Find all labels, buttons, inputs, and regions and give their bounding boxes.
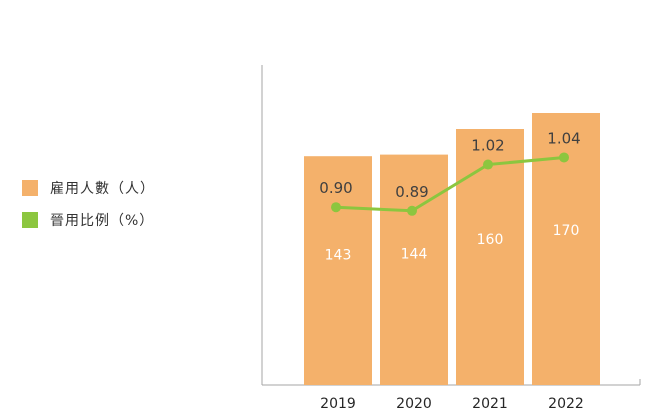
line-point-2019 [331, 202, 341, 213]
line-value-label: 1.04 [547, 129, 580, 147]
line-point-2022 [559, 152, 569, 163]
line-point-2020 [407, 205, 417, 216]
line-value-label: 0.89 [395, 183, 428, 201]
legend-item-employees: 雇用人數（人） [22, 178, 155, 198]
x-tick-label: 2021 [472, 396, 508, 412]
legend-item-ratio: 晉用比例（%） [22, 210, 155, 230]
x-tick-label: 2019 [320, 396, 356, 412]
bar-2019 [304, 156, 372, 385]
line-value-label: 1.02 [471, 137, 504, 155]
bar-2021 [456, 129, 524, 385]
x-tick-label: 2020 [396, 396, 432, 412]
legend-swatch-line [22, 212, 38, 228]
bar-value-label: 144 [401, 247, 428, 263]
legend-swatch-bar [22, 180, 38, 196]
line-series: 0.90 0.89 1.02 1.04 [319, 129, 581, 216]
line-point-2021 [483, 159, 493, 170]
x-tick-label: 2022 [548, 396, 584, 412]
chart-legend: 雇用人數（人） 晉用比例（%） [22, 178, 155, 242]
bar-2020 [380, 154, 448, 385]
bar-value-label: 160 [477, 232, 504, 248]
line-value-label: 0.90 [319, 179, 352, 197]
bar-value-labels: 143 144 160 170 [325, 223, 580, 264]
x-axis-tick-labels: 2019 2020 2021 2022 [320, 396, 584, 412]
bar-value-label: 143 [325, 248, 352, 264]
line-path [335, 155, 565, 213]
bar-value-label: 170 [553, 223, 580, 239]
legend-label-employees: 雇用人數（人） [50, 181, 155, 197]
bar-series [304, 113, 600, 385]
legend-label-ratio: 晉用比例（%） [50, 213, 155, 229]
